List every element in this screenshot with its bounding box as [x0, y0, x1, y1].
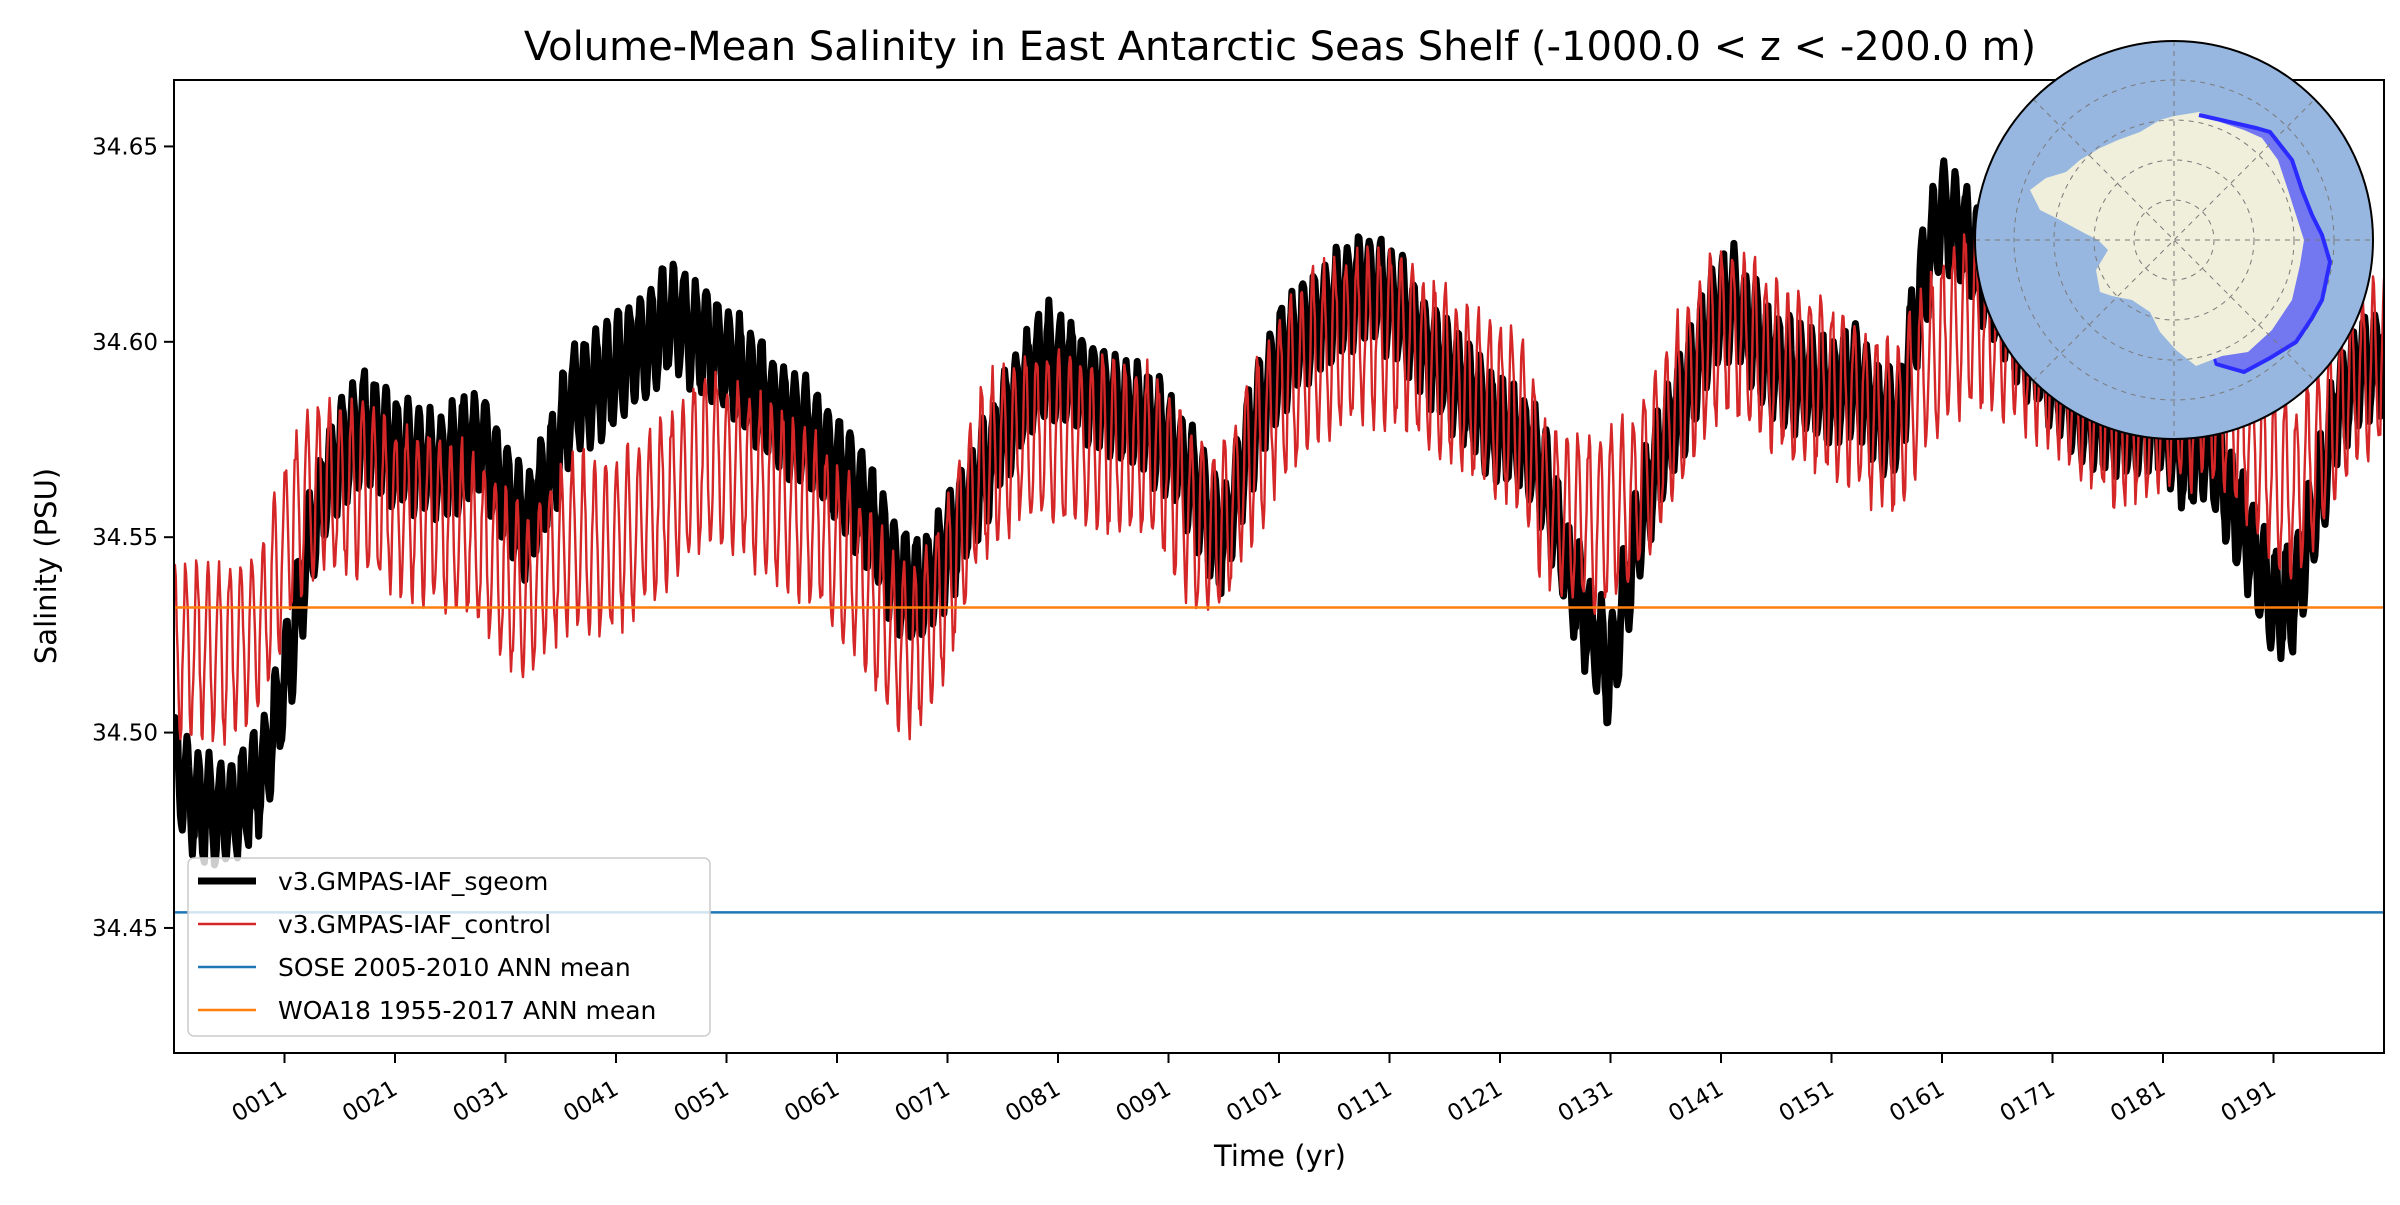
- y-tick-label: 34.65: [92, 134, 158, 160]
- legend-label-sgeom: v3.GMPAS-IAF_sgeom: [278, 867, 548, 896]
- inset-graticule: [1975, 41, 2373, 439]
- inset-region-map: [1974, 40, 2374, 440]
- y-tick-label: 34.60: [92, 330, 158, 356]
- x-tick-label: 0041: [559, 1076, 623, 1128]
- x-tick-label: 0191: [2217, 1076, 2281, 1128]
- x-axis-ticks: 0011 0021 0031 0041 0051 0061 0071 0081 0091 0101…: [228, 1053, 2281, 1127]
- legend-label-control: v3.GMPAS-IAF_control: [278, 910, 551, 939]
- legend: v3.GMPAS-IAF_sgeom v3.GMPAS-IAF_control …: [187, 857, 711, 1037]
- y-tick-label: 34.45: [92, 916, 158, 942]
- y-axis-title: Salinity (PSU): [29, 468, 63, 664]
- inset-antarctica-land: [2030, 112, 2304, 366]
- y-tick-label: 34.55: [92, 525, 158, 551]
- x-tick-label: 0171: [1996, 1076, 2060, 1128]
- x-tick-label: 0021: [338, 1076, 402, 1128]
- chart-title: Volume-Mean Salinity in East Antarctic S…: [524, 24, 2036, 70]
- inset-region-outer-edge: [2198, 113, 2333, 375]
- x-tick-label: 0121: [1443, 1076, 1507, 1128]
- legend-label-sose: SOSE 2005-2010 ANN mean: [278, 953, 631, 982]
- series-control-line: [174, 229, 2384, 746]
- plot-frame: [173, 79, 2385, 1054]
- x-tick-label: 0011: [228, 1076, 292, 1128]
- x-tick-label: 0151: [1775, 1076, 1839, 1128]
- x-tick-label: 0051: [670, 1076, 734, 1128]
- x-tick-label: 0081: [1001, 1076, 1065, 1128]
- x-tick-label: 0141: [1664, 1076, 1728, 1128]
- y-tick-label: 34.50: [92, 721, 158, 747]
- x-tick-label: 0161: [1885, 1076, 1949, 1128]
- x-tick-label: 0031: [449, 1076, 513, 1128]
- legend-box: [187, 857, 711, 1037]
- legend-label-woa18: WOA18 1955-2017 ANN mean: [278, 996, 656, 1025]
- x-tick-label: 0131: [1554, 1076, 1618, 1128]
- x-tick-label: 0091: [1112, 1076, 1176, 1128]
- x-tick-label: 0101: [1222, 1076, 1286, 1128]
- x-axis-title: Time (yr): [1213, 1139, 1346, 1173]
- x-tick-label: 0061: [780, 1076, 844, 1128]
- x-tick-label: 0181: [2106, 1076, 2170, 1128]
- x-tick-label: 0071: [891, 1076, 955, 1128]
- x-tick-label: 0111: [1333, 1076, 1397, 1128]
- y-axis-ticks: 34.45 34.50 34.55 34.60 34.65: [92, 134, 174, 942]
- inset-map-border: [1974, 40, 2374, 440]
- plot-area: [174, 157, 2384, 914]
